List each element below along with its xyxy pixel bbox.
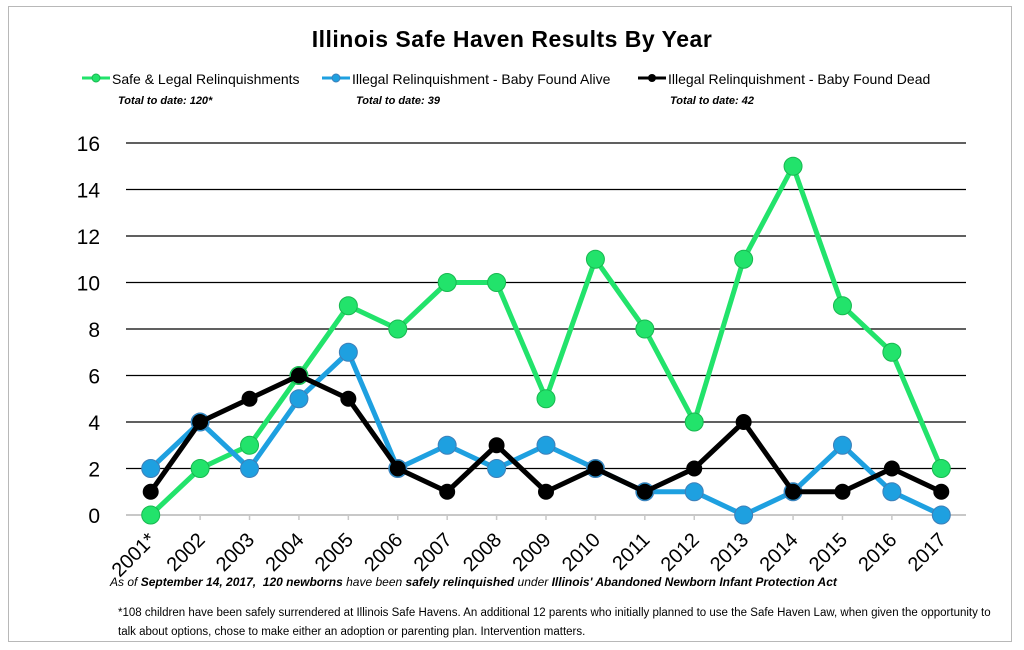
data-point xyxy=(783,156,803,176)
y-tick-label: 12 xyxy=(77,226,100,249)
data-point xyxy=(338,342,358,362)
caption-act: Illinois' Abandoned Newborn Infant Prote… xyxy=(551,575,837,589)
caption-count: 120 newborns xyxy=(262,575,343,589)
footnote: *108 children have been safely surrender… xyxy=(118,607,991,638)
y-tick-label: 6 xyxy=(88,366,100,389)
data-point xyxy=(587,460,604,477)
data-point xyxy=(488,437,505,454)
data-point xyxy=(882,342,902,362)
y-tick-label: 2 xyxy=(88,459,100,482)
caption-safely: safely relinquished xyxy=(405,575,515,589)
y-tick-label: 4 xyxy=(88,412,100,435)
x-tick-label: 2007 xyxy=(410,529,457,576)
data-point xyxy=(437,273,457,292)
caption: As of September 14, 2017, 120 newborns h… xyxy=(110,575,837,589)
data-point xyxy=(190,459,210,478)
chart-frame xyxy=(8,6,1012,642)
x-tick-label: 2001* xyxy=(108,529,161,582)
data-point xyxy=(538,483,554,500)
data-point xyxy=(290,367,307,384)
y-tick-label: 14 xyxy=(77,180,101,203)
data-point xyxy=(340,390,357,407)
data-point xyxy=(240,435,260,455)
data-point xyxy=(883,460,900,477)
data-point xyxy=(933,483,950,500)
data-point xyxy=(734,249,754,269)
legend-total-alive: Total to date: 39 xyxy=(356,95,440,107)
data-point xyxy=(487,273,507,292)
data-point xyxy=(834,483,851,500)
legend-marker-alive xyxy=(322,73,350,83)
legend-label-safe: Safe & Legal Relinquishments xyxy=(112,71,300,87)
data-point xyxy=(785,483,802,500)
data-point xyxy=(585,249,605,269)
data-point xyxy=(735,414,752,430)
data-point xyxy=(141,459,161,478)
x-tick-label: 2002 xyxy=(163,529,210,576)
x-tick-label: 2011 xyxy=(608,529,654,575)
data-point xyxy=(141,505,161,525)
x-tick-label: 2015 xyxy=(805,529,852,576)
x-tick-label: 2004 xyxy=(261,529,308,576)
data-point xyxy=(684,412,704,432)
data-point xyxy=(832,435,852,455)
y-tick-label: 16 xyxy=(77,133,100,156)
caption-mid2: under xyxy=(514,575,552,589)
caption-prefix: As of xyxy=(110,575,141,589)
data-point xyxy=(931,505,951,525)
data-point xyxy=(388,319,408,339)
data-point xyxy=(439,483,456,500)
legend-label-dead: Illegal Relinquishment - Baby Found Dead xyxy=(668,71,931,87)
legend-total-dead: Total to date: 42 xyxy=(670,95,754,107)
x-tick-label: 2005 xyxy=(311,529,358,576)
x-tick-label: 2016 xyxy=(854,529,901,576)
x-tick-label: 2014 xyxy=(756,529,803,576)
x-tick-label: 2009 xyxy=(509,529,556,576)
data-point xyxy=(437,435,457,455)
data-point xyxy=(636,483,653,500)
data-point xyxy=(338,296,358,316)
x-tick-label: 2012 xyxy=(657,529,704,576)
data-point xyxy=(536,435,556,455)
data-point xyxy=(734,505,754,525)
data-point xyxy=(832,296,852,316)
legend-marker-safe xyxy=(82,73,110,83)
x-tick-label: 2010 xyxy=(558,529,605,576)
legend-label-alive: Illegal Relinquishment - Baby Found Aliv… xyxy=(352,71,611,87)
data-point xyxy=(684,482,704,502)
data-point xyxy=(240,459,260,478)
data-point xyxy=(389,460,406,477)
data-point xyxy=(686,460,703,477)
data-point xyxy=(882,482,902,502)
data-point xyxy=(931,459,951,478)
x-tick-label: 2006 xyxy=(360,529,407,576)
data-point xyxy=(635,319,655,339)
chart-title: Illinois Safe Haven Results By Year xyxy=(311,26,713,52)
caption-date: September 14, 2017, xyxy=(140,575,257,589)
data-point xyxy=(142,483,159,500)
data-point xyxy=(487,459,507,478)
data-point xyxy=(289,389,309,409)
data-point xyxy=(192,414,209,430)
x-tick-label: 2017 xyxy=(904,529,951,576)
legend-marker-dead xyxy=(638,74,666,82)
x-tick-label: 2003 xyxy=(212,529,259,576)
data-point xyxy=(241,390,258,407)
caption-mid1: have been xyxy=(342,575,406,589)
legend-total-safe: Total to date: 120* xyxy=(118,95,213,107)
y-tick-label: 10 xyxy=(77,273,100,296)
x-tick-label: 2013 xyxy=(706,529,753,576)
y-tick-label: 0 xyxy=(88,505,100,528)
x-tick-label: 2008 xyxy=(459,529,506,576)
data-point xyxy=(536,389,556,409)
y-tick-label: 8 xyxy=(88,319,100,342)
